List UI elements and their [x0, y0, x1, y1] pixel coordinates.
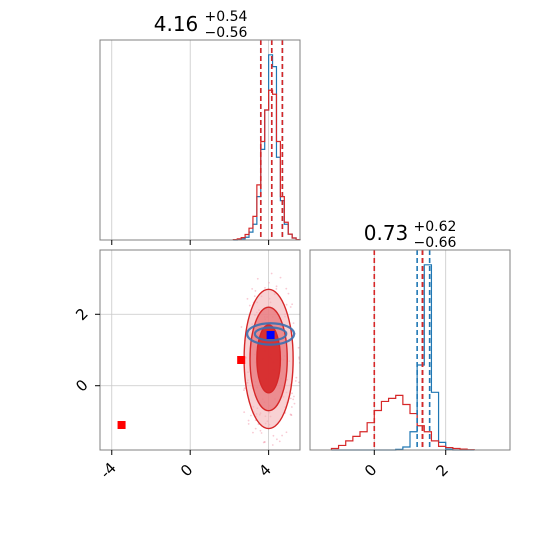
- sample-point: [293, 402, 296, 405]
- sample-point: [291, 303, 294, 306]
- sample-point: [254, 427, 257, 430]
- histogram-series: [330, 394, 475, 451]
- panel-top-left: [99, 39, 301, 245]
- sample-point: [260, 432, 263, 434]
- blue-contour: [253, 326, 288, 342]
- panel-frame: [309, 249, 511, 451]
- marker: [266, 331, 275, 339]
- sample-point: [271, 444, 274, 446]
- sample-point: [281, 434, 284, 437]
- sample-point: [251, 287, 254, 290]
- sample-point: [291, 392, 293, 395]
- sample-point: [246, 297, 249, 300]
- sample-point: [243, 387, 246, 390]
- red-contour: [256, 324, 282, 394]
- sample-point: [293, 395, 295, 398]
- marker: [237, 356, 246, 364]
- sample-point: [285, 303, 288, 306]
- title-plus: +0.62: [414, 219, 457, 235]
- title-minus: −0.56: [205, 25, 248, 41]
- sample-point: [298, 381, 300, 384]
- sample-point: [292, 398, 295, 401]
- sample-point: [275, 285, 278, 288]
- sample-point: [243, 389, 245, 392]
- sample-point: [253, 295, 256, 298]
- x-tick-label: 0: [177, 461, 196, 480]
- sample-point: [279, 276, 282, 279]
- x-tick-label: -4: [97, 459, 120, 482]
- sample-point: [264, 286, 266, 289]
- title-bottom-right: 0.73 +0.62 −0.66: [364, 219, 457, 251]
- sample-point: [285, 287, 288, 290]
- sample-point: [285, 431, 288, 434]
- title-value: 0.73: [364, 221, 409, 245]
- sample-point: [276, 438, 278, 441]
- sample-point: [294, 380, 297, 382]
- sample-point: [252, 431, 254, 434]
- blue-contour: [245, 322, 296, 346]
- panel-frame: [99, 249, 301, 451]
- plot-area: [100, 250, 300, 450]
- x-tick-label: 2: [432, 461, 451, 480]
- sample-point: [259, 429, 262, 432]
- sample-point: [248, 304, 251, 307]
- sample-point: [297, 346, 300, 349]
- sample-point: [247, 423, 250, 425]
- sample-point: [243, 411, 246, 414]
- sample-point: [289, 397, 292, 400]
- histogram-series: [331, 264, 475, 451]
- panel-frame: [99, 39, 301, 241]
- title-plus: +0.54: [205, 9, 248, 25]
- sample-point: [247, 419, 250, 422]
- y-tick-label: 2: [72, 305, 91, 324]
- sample-point: [290, 406, 293, 408]
- sample-point: [295, 376, 298, 379]
- sample-point: [254, 290, 257, 292]
- sample-point: [249, 414, 252, 417]
- x-tick-label: 0: [361, 461, 380, 480]
- sample-point: [272, 434, 275, 437]
- sample-point: [289, 306, 292, 308]
- title-minus: −0.66: [414, 235, 457, 251]
- x-tick-label: 4: [255, 461, 274, 480]
- sample-point: [287, 292, 290, 295]
- panel-bottom-left: -4 0 4 0 2: [72, 249, 301, 482]
- title-top-left: 4.16 +0.54 −0.56: [154, 9, 248, 41]
- marker: [117, 421, 126, 429]
- sample-point: [268, 281, 270, 284]
- sample-point: [278, 440, 281, 443]
- title-value: 4.16: [154, 12, 199, 36]
- sample-point: [240, 326, 243, 328]
- histogram-series: [232, 89, 301, 241]
- histogram-series: [233, 54, 301, 241]
- sample-point: [256, 277, 259, 280]
- sample-point: [263, 441, 266, 444]
- y-tick-label: 0: [72, 376, 91, 395]
- sample-point: [289, 413, 292, 416]
- sample-point: [270, 272, 273, 275]
- sample-point: [292, 322, 295, 325]
- sample-point: [275, 287, 278, 290]
